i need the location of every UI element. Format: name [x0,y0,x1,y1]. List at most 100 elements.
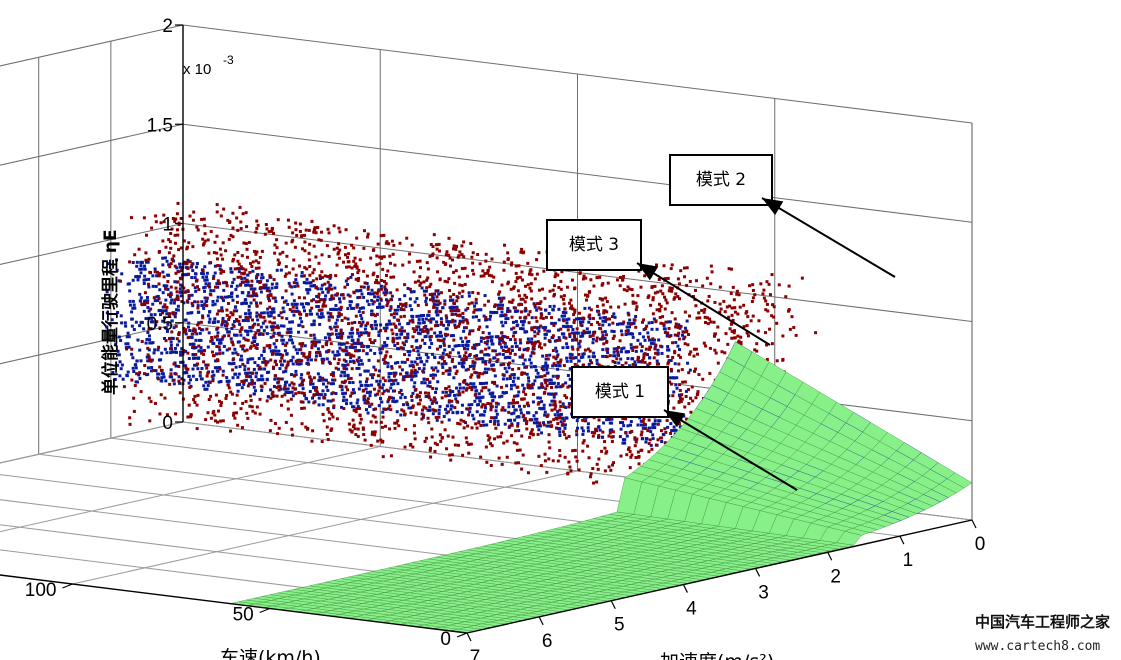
mode-point [745,324,749,328]
mode-point [349,376,353,380]
mode-point [272,331,276,335]
mode-point [200,377,204,381]
mode-point [203,224,207,228]
mode-point [304,281,308,285]
mode-point [550,336,554,340]
mode-point [442,359,446,363]
grid-line-y-floor [0,421,184,464]
mode-point [391,339,395,343]
mode-point [389,291,393,295]
mode-point [380,256,384,260]
mode-point [516,394,520,398]
mode-point [411,445,415,449]
mode-point [225,308,229,312]
mode-point [493,374,497,378]
mode-point [502,260,506,264]
mode-point [498,352,502,356]
mode-point [602,421,606,425]
mode-point [554,392,558,396]
mode-point [682,337,686,341]
mode-point [589,278,593,282]
mode-point [415,297,419,301]
mode-point [506,251,510,255]
mode-point [265,332,269,336]
mode-point [164,379,168,383]
mode-point [521,353,525,357]
mode-point [474,422,478,426]
mode-point [166,322,170,326]
mode-point [732,298,736,302]
mode-point [360,342,364,346]
mode-point [475,371,479,375]
mode-point [381,392,385,396]
mode-point [544,325,548,329]
mode-point [401,263,405,267]
mode-point [588,313,592,317]
mode-point [427,310,431,314]
mode-point [577,342,581,346]
mode-point [600,449,604,453]
mode-point [502,268,506,272]
mode-point [168,294,172,298]
mode-point [538,406,542,410]
mode-point [334,321,338,325]
mode-point [329,342,333,346]
mode-point [177,248,181,252]
mode-point [509,263,513,267]
mode-point [532,365,536,369]
mode-point [306,291,310,295]
mode-point [237,340,241,344]
mode-point [489,310,493,314]
mode-point [106,262,110,266]
mode-point [448,351,452,355]
mode-point [471,360,475,364]
mode-point [331,391,335,395]
mode-point [313,388,317,392]
mode-point [277,313,281,317]
mode-point [607,434,611,438]
mode-point [246,371,250,375]
mode-point [308,309,312,313]
mode-point [438,249,442,253]
mode-point [305,288,309,292]
mode-point [525,295,529,299]
mode-point [675,386,679,390]
mode-point [281,338,285,342]
mode-point [648,361,652,365]
mode-point [687,332,691,336]
mode-point [470,373,474,377]
mode-point [393,373,397,377]
mode-point [781,357,785,361]
mode-point [366,285,370,289]
mode-point [392,338,396,342]
mode-point [254,371,258,375]
mode-point [277,261,281,265]
mode-point [573,310,577,314]
mode-point [322,378,326,382]
mode-point [128,416,132,420]
mode-point [183,290,187,294]
mode-point [434,366,438,370]
mode-point [373,351,377,355]
mode-point [666,425,670,429]
mode-point [512,326,516,330]
mode-point [449,309,453,313]
mode-point [260,249,264,253]
mode-point [207,397,211,401]
mode-point [539,300,543,304]
mode-point [440,436,444,440]
mode-point [647,347,651,351]
mode-point [536,340,540,344]
mode-point [369,292,373,296]
mode-point [659,289,663,293]
mode-point [652,317,656,321]
mode-point [556,367,560,371]
mode-point [462,380,466,384]
mode-point [335,246,339,250]
mode-point [477,403,481,407]
mode-point [191,245,195,249]
mode-point [669,359,673,363]
mode-point [251,269,255,273]
mode-point [382,326,386,330]
mode-point [612,334,616,338]
